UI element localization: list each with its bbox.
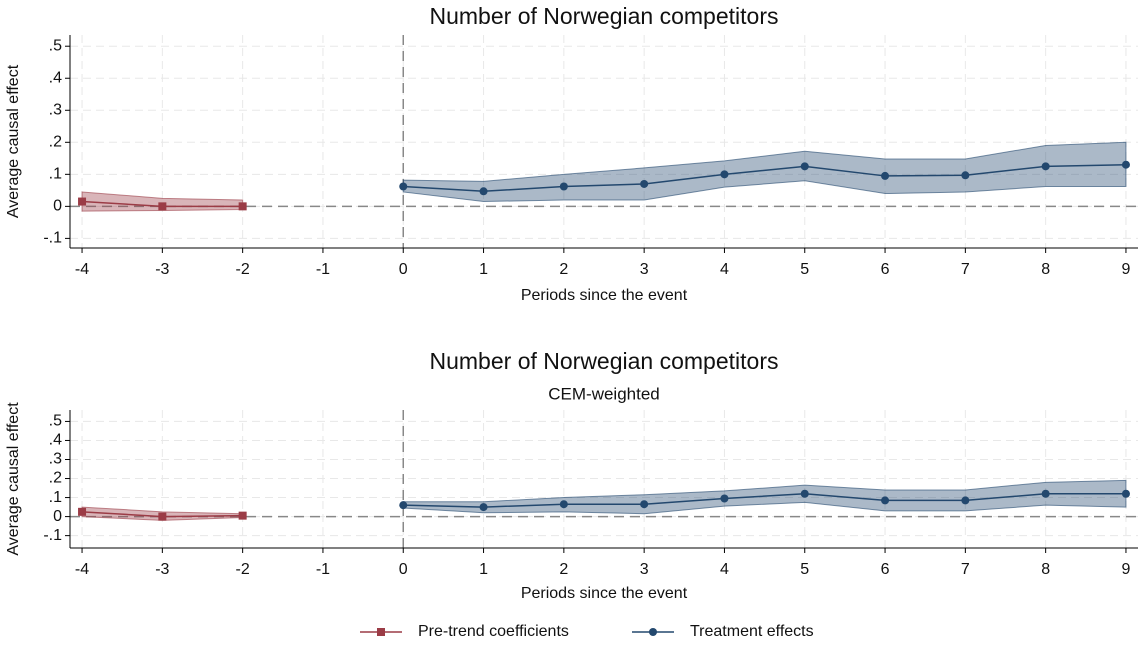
legend-label: Treatment effects xyxy=(690,623,814,640)
marker xyxy=(78,197,87,206)
marker xyxy=(158,202,167,211)
x-tick-label: 9 xyxy=(1122,261,1131,278)
x-tick-label: 6 xyxy=(881,561,890,578)
y-tick-label: .4 xyxy=(49,69,62,86)
x-tick-label: -2 xyxy=(236,561,250,578)
x-tick-label: 7 xyxy=(961,561,970,578)
series-line xyxy=(403,163,1126,193)
y-tick-label: .2 xyxy=(49,134,62,151)
y-tick-label: .5 xyxy=(49,413,62,430)
y-tick-label: -.1 xyxy=(43,230,62,247)
marker xyxy=(479,187,488,196)
x-axis-label: Periods since the event xyxy=(521,585,688,602)
y-tick-label: -.1 xyxy=(43,527,62,544)
y-tick-label: .3 xyxy=(49,451,62,468)
marker xyxy=(640,500,649,509)
marker xyxy=(559,500,568,509)
marker xyxy=(640,179,649,188)
x-tick-label: -2 xyxy=(236,261,250,278)
x-tick-label: -1 xyxy=(316,261,330,278)
confidence-band xyxy=(402,479,1127,515)
x-tick-label: 2 xyxy=(559,261,568,278)
y-axis-label: Average causal effect xyxy=(5,64,22,218)
x-axis-label: Periods since the event xyxy=(521,287,688,304)
marker xyxy=(961,171,970,180)
legend-label: Pre-trend coefficients xyxy=(418,623,569,640)
marker xyxy=(720,494,729,503)
x-tick-label: -4 xyxy=(75,561,89,578)
confidence-band xyxy=(402,141,1127,203)
x-tick-label: -4 xyxy=(75,261,89,278)
x-tick-label: 0 xyxy=(399,261,408,278)
x-tick-label: 3 xyxy=(640,261,649,278)
marker xyxy=(1041,162,1050,171)
y-tick-label: .2 xyxy=(49,470,62,487)
y-tick-label: .5 xyxy=(49,37,62,54)
x-tick-label: 5 xyxy=(800,261,809,278)
chart-title: Number of Norwegian competitors xyxy=(430,348,779,374)
x-tick-label: 8 xyxy=(1041,561,1050,578)
x-tick-label: -3 xyxy=(155,561,169,578)
x-tick-label: -3 xyxy=(155,261,169,278)
marker xyxy=(1121,489,1130,498)
marker xyxy=(78,507,87,516)
legend-marker xyxy=(377,628,385,636)
marker xyxy=(800,489,809,498)
legend-marker xyxy=(649,628,657,636)
marker xyxy=(881,496,890,505)
y-tick-label: .1 xyxy=(49,166,62,183)
x-tick-label: 1 xyxy=(479,561,488,578)
x-tick-label: 9 xyxy=(1122,561,1131,578)
x-tick-label: 1 xyxy=(479,261,488,278)
y-tick-label: .1 xyxy=(49,489,62,506)
marker xyxy=(399,501,408,510)
x-tick-label: 4 xyxy=(720,561,729,578)
marker xyxy=(881,171,890,180)
x-tick-label: -1 xyxy=(316,561,330,578)
y-tick-label: .4 xyxy=(49,432,62,449)
x-tick-label: 0 xyxy=(399,561,408,578)
y-tick-label: 0 xyxy=(53,198,62,215)
x-tick-label: 7 xyxy=(961,261,970,278)
x-tick-label: 5 xyxy=(800,561,809,578)
marker xyxy=(479,503,488,512)
marker xyxy=(961,496,970,505)
y-tick-label: 0 xyxy=(53,508,62,525)
marker xyxy=(559,182,568,191)
x-tick-label: 2 xyxy=(559,561,568,578)
marker xyxy=(1041,489,1050,498)
x-tick-label: 6 xyxy=(881,261,890,278)
y-axis-label: Average causal effect xyxy=(5,402,22,556)
x-tick-label: 4 xyxy=(720,261,729,278)
marker xyxy=(1121,160,1130,169)
y-tick-label: .3 xyxy=(49,101,62,118)
marker xyxy=(238,202,247,211)
marker xyxy=(720,170,729,179)
marker xyxy=(158,512,167,521)
series-line xyxy=(403,492,1126,508)
chart-subtitle: CEM-weighted xyxy=(548,384,660,403)
x-tick-label: 8 xyxy=(1041,261,1050,278)
marker xyxy=(238,511,247,520)
marker xyxy=(800,162,809,171)
chart-title: Number of Norwegian competitors xyxy=(430,3,779,29)
marker xyxy=(399,182,408,191)
x-tick-label: 3 xyxy=(640,561,649,578)
